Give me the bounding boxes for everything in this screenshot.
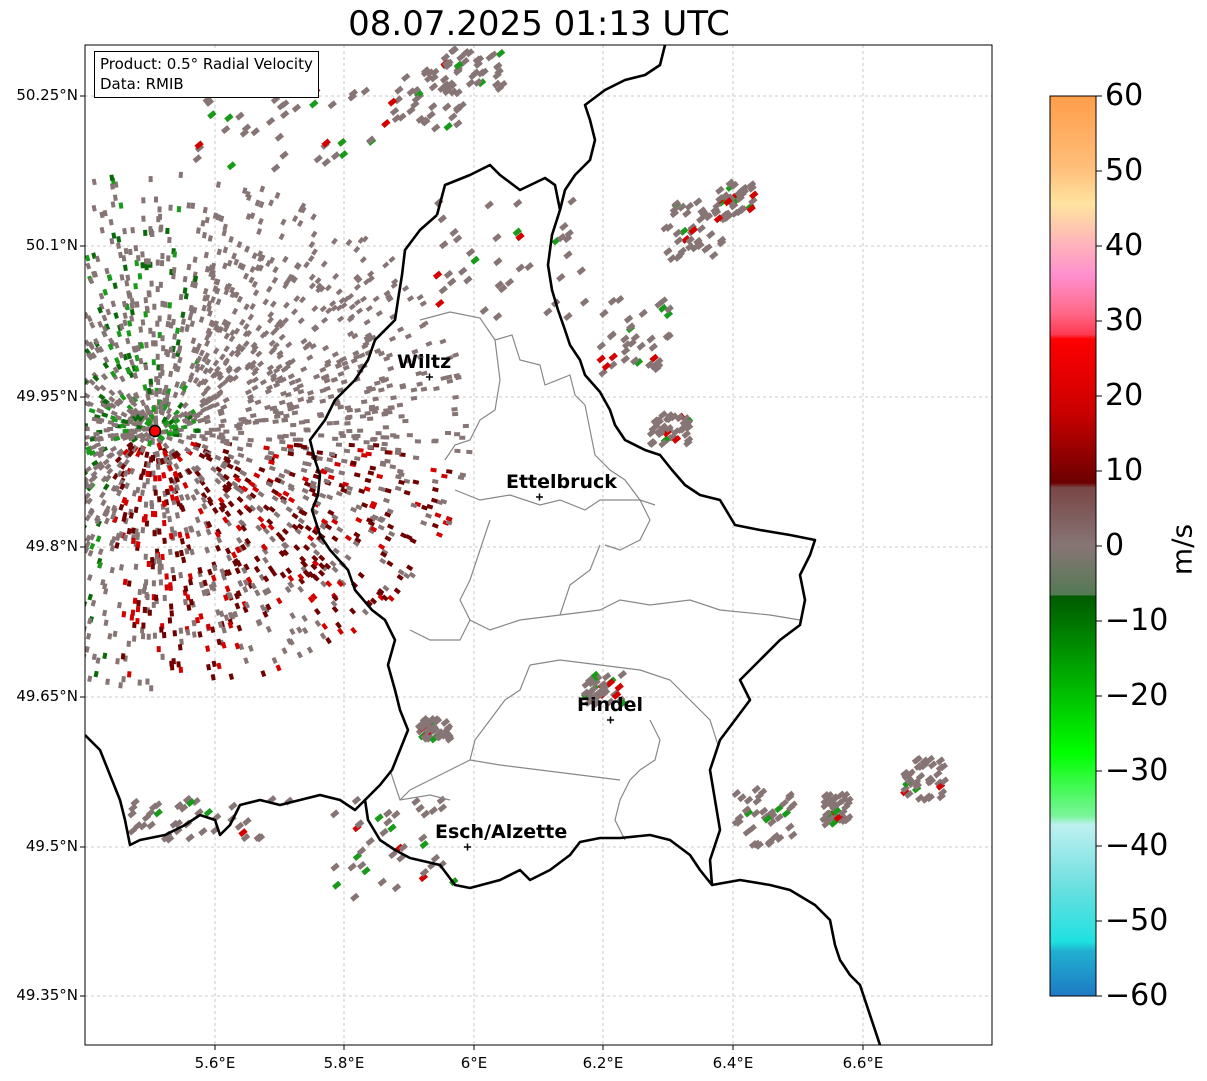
axis-ticks <box>80 95 864 1050</box>
lon-label: 6.6°E <box>842 1054 884 1072</box>
canton-borders <box>389 311 801 841</box>
city-wiltz: Wiltz <box>397 351 451 381</box>
colorbar-tick-label: 60 <box>1105 78 1144 113</box>
city-ettelbruck: Ettelbruck <box>506 471 617 501</box>
colorbar-tick-label: 30 <box>1105 303 1144 338</box>
lat-label: 49.65°N <box>16 687 78 705</box>
city-markers: Wiltz Ettelbruck Findel Esch/Alzette <box>397 351 643 851</box>
colorbar-tick-label: −50 <box>1105 903 1169 938</box>
colorbar-tick-label: 20 <box>1105 378 1144 413</box>
city-label-ettelbruck: Ettelbruck <box>506 471 617 493</box>
colorbar-tick-label: −40 <box>1105 828 1169 863</box>
radar-site-marker <box>148 424 162 438</box>
lat-label: 49.35°N <box>16 986 78 1004</box>
product-info-box: Product: 0.5° Radial Velocity Data: RMIB <box>94 51 319 98</box>
country-borders <box>85 45 882 1045</box>
lat-label: 49.8°N <box>25 537 78 555</box>
lon-label: 6.4°E <box>712 1054 754 1072</box>
product-label: Product: 0.5° Radial Velocity <box>100 55 313 73</box>
colorbar-ticks <box>1096 95 1102 997</box>
city-label-findel: Findel <box>577 694 643 716</box>
city-esch: Esch/Alzette <box>435 821 567 851</box>
colorbar <box>1049 95 1097 997</box>
colorbar-tick-label: 50 <box>1105 153 1144 188</box>
lat-label: 50.1°N <box>25 236 78 254</box>
lon-label: 5.8°E <box>323 1054 365 1072</box>
radar-echoes <box>85 45 950 902</box>
colorbar-tick-label: 0 <box>1105 528 1125 563</box>
colorbar-tick-label: −30 <box>1105 753 1169 788</box>
lat-label: 49.95°N <box>16 387 78 405</box>
city-findel: Findel <box>577 694 643 724</box>
colorbar-tick-label: −60 <box>1105 978 1169 1013</box>
city-label-wiltz: Wiltz <box>397 351 451 373</box>
colorbar-tick-label: −10 <box>1105 603 1169 638</box>
colorbar-tick-label: 10 <box>1105 453 1144 488</box>
map-title: 08.07.2025 01:13 UTC <box>348 4 730 44</box>
lon-label: 6.2°E <box>582 1054 624 1072</box>
lon-label: 6°E <box>460 1054 488 1072</box>
map-frame <box>84 44 993 1046</box>
data-source-label: Data: RMIB <box>100 75 184 93</box>
lat-label: 50.25°N <box>16 86 78 104</box>
colorbar-tick-label: 40 <box>1105 228 1144 263</box>
lon-label: 5.6°E <box>194 1054 236 1072</box>
colorbar-unit-label: m/s <box>1165 523 1199 576</box>
lat-label: 49.5°N <box>25 837 78 855</box>
map-area <box>85 45 992 1045</box>
city-label-esch: Esch/Alzette <box>435 821 567 843</box>
colorbar-tick-label: −20 <box>1105 678 1169 713</box>
